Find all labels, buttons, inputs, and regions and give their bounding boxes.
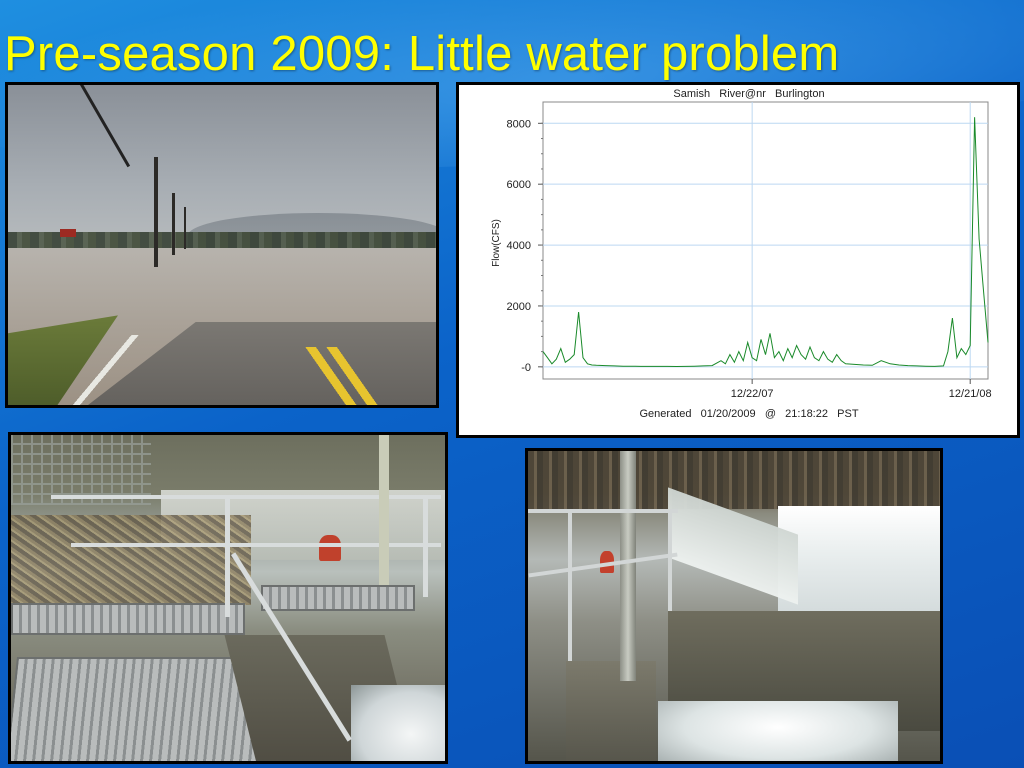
y-tick-label: 8000 bbox=[507, 118, 531, 130]
flow-chart: -0 2000 4000 6000 8000 12/22/07 12/21/08 Samis… bbox=[459, 85, 1017, 435]
y-tick-label: 4000 bbox=[507, 240, 531, 252]
y-tick-label: 2000 bbox=[507, 301, 531, 313]
flood-debris bbox=[11, 515, 251, 605]
white-water bbox=[351, 685, 445, 761]
red-barn bbox=[60, 229, 76, 237]
flow-chart-frame: -0 2000 4000 6000 8000 12/22/07 12/21/08 Samis… bbox=[456, 82, 1020, 438]
handrail-post bbox=[423, 497, 428, 597]
slide-title: Pre-season 2009: Little water problem bbox=[4, 26, 839, 82]
handrail-post bbox=[568, 511, 572, 661]
utility-pole bbox=[172, 193, 175, 255]
flooded-road-photo bbox=[5, 82, 439, 408]
handrail bbox=[528, 509, 678, 513]
white-water bbox=[658, 701, 898, 761]
fish-ladder-walkway-photo bbox=[8, 432, 448, 764]
wooden-post bbox=[620, 451, 636, 681]
utility-pole bbox=[154, 157, 158, 267]
treeline bbox=[528, 451, 940, 509]
x-tick-label: 12/21/08 bbox=[949, 388, 992, 400]
y-axis-label: Flow(CFS) bbox=[491, 219, 502, 267]
handrail-post bbox=[225, 497, 230, 617]
metal-grate-walkway bbox=[261, 585, 415, 611]
weir-overflow-photo bbox=[525, 448, 943, 764]
chart-footer: Generated 01/20/2009 @ 21:18:22 PST bbox=[639, 408, 858, 420]
utility-pole bbox=[184, 207, 186, 249]
red-valve bbox=[319, 535, 341, 561]
metal-grate-walkway bbox=[11, 603, 245, 635]
x-tick-label: 12/22/07 bbox=[731, 388, 774, 400]
metal-grate-walkway bbox=[11, 657, 271, 761]
handrail-post bbox=[379, 435, 389, 585]
y-tick-label: -0 bbox=[521, 362, 531, 374]
handrail-post bbox=[668, 511, 672, 611]
overflow-water bbox=[778, 506, 940, 626]
chart-title: Samish River@nr Burlington bbox=[673, 88, 824, 100]
plot-area bbox=[543, 102, 988, 379]
concrete-pillar bbox=[566, 661, 656, 761]
y-tick-label: 6000 bbox=[507, 179, 531, 191]
